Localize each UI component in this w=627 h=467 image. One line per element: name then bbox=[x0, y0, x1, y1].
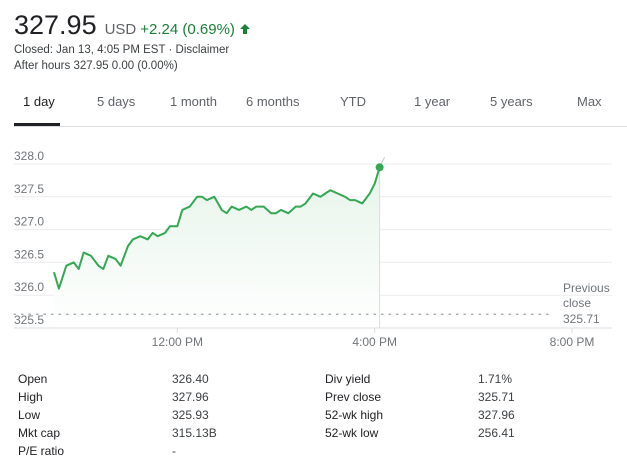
tabs-divider bbox=[14, 126, 627, 127]
stat-label: Div yield bbox=[325, 372, 371, 386]
previous-close-label: close bbox=[563, 296, 591, 310]
stat-label: High bbox=[18, 390, 43, 404]
stat-value: 327.96 bbox=[478, 408, 515, 422]
price-line bbox=[53, 167, 381, 290]
last-price-dot[interactable] bbox=[375, 163, 384, 172]
stat-row: Open 326.40 Div yield 1.71% bbox=[0, 372, 627, 390]
tab-5-years[interactable]: 5 years bbox=[490, 94, 533, 109]
stat-label: 52-wk low bbox=[325, 426, 379, 440]
chart-area bbox=[53, 157, 386, 328]
disclaimer-link[interactable]: Disclaimer bbox=[175, 44, 230, 56]
chart-axes: 12:00 PM 4:00 PM 8:00 PM bbox=[14, 327, 612, 349]
stat-label: Prev close bbox=[325, 390, 382, 404]
y-tick-label: 326.5 bbox=[14, 247, 44, 261]
tab-6-months[interactable]: 6 months bbox=[246, 94, 300, 109]
stat-value: 325.93 bbox=[172, 408, 209, 422]
price-chart[interactable]: 328.0 327.5 327.0 326.5 326.0 325.5 Previousc… bbox=[0, 149, 627, 360]
time-range-tabs: 1 day 5 days 1 month 6 months YTD 1 year… bbox=[0, 84, 627, 126]
stat-value: 325.71 bbox=[478, 390, 515, 404]
stat-row: P/E ratio - bbox=[0, 444, 627, 462]
stat-value: 315.13B bbox=[172, 426, 217, 440]
y-tick-label: 326.0 bbox=[14, 280, 44, 294]
price-header: 327.95 USD +2.24 (0.69%) bbox=[14, 10, 251, 44]
tab-ytd[interactable]: YTD bbox=[340, 94, 366, 109]
x-tick-label: 4:00 PM bbox=[352, 335, 397, 349]
tab-max[interactable]: Max bbox=[577, 94, 602, 109]
stat-label: 52-wk high bbox=[325, 408, 384, 422]
stat-row: Low 325.93 52-wk high 327.96 bbox=[0, 408, 627, 426]
stat-value: 327.96 bbox=[172, 390, 209, 404]
stat-value: 326.40 bbox=[172, 372, 209, 386]
stat-row: High 327.96 Prev close 325.71 bbox=[0, 390, 627, 408]
x-tick-label: 8:00 PM bbox=[550, 335, 595, 349]
y-tick-label: 328.0 bbox=[14, 149, 44, 163]
arrow-up-icon bbox=[239, 24, 250, 34]
market-status: Closed: Jan 13, 4:05 PM EST · Disclaimer bbox=[14, 44, 229, 56]
stat-label: P/E ratio bbox=[18, 444, 65, 458]
y-tick-label: 325.5 bbox=[14, 313, 44, 327]
closed-time: Closed: Jan 13, 4:05 PM EST · bbox=[14, 44, 176, 56]
stat-row: Mkt cap 315.13B 52-wk low 256.41 bbox=[0, 426, 627, 444]
price-change: +2.24 (0.69%) bbox=[140, 21, 235, 38]
stat-value: 1.71% bbox=[478, 372, 513, 386]
stat-label: Mkt cap bbox=[18, 426, 61, 440]
active-tab-indicator bbox=[14, 123, 60, 126]
currency-code: USD bbox=[104, 21, 137, 38]
x-tick-label: 12:00 PM bbox=[152, 335, 203, 349]
stat-label: Open bbox=[18, 372, 48, 386]
stat-value: - bbox=[172, 444, 176, 458]
y-tick-label: 327.5 bbox=[14, 182, 44, 196]
previous-close-value: 325.71 bbox=[563, 312, 600, 326]
previous-close-label: Previous bbox=[563, 281, 610, 295]
tab-5-days[interactable]: 5 days bbox=[97, 94, 136, 109]
tab-1-year[interactable]: 1 year bbox=[414, 94, 451, 109]
tab-1-day[interactable]: 1 day bbox=[23, 94, 55, 109]
stat-label: Low bbox=[18, 408, 41, 422]
current-price: 327.95 bbox=[14, 10, 97, 40]
after-hours-price: After hours 327.95 0.00 (0.00%) bbox=[14, 60, 178, 72]
tab-1-month[interactable]: 1 month bbox=[170, 94, 217, 109]
stat-value: 256.41 bbox=[478, 426, 515, 440]
y-tick-label: 327.0 bbox=[14, 215, 44, 229]
